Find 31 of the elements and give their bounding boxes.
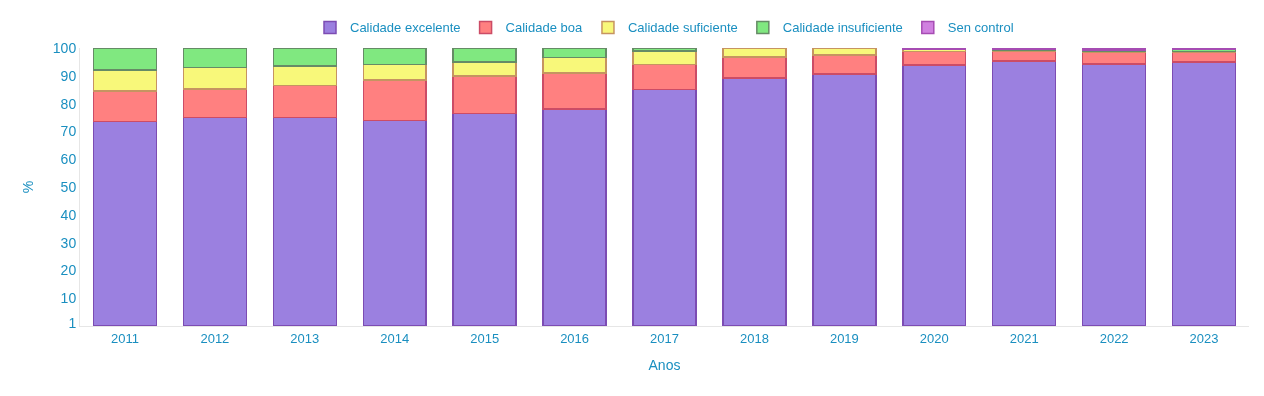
x-tick-label: 2016 bbox=[560, 330, 590, 346]
x-tick-label: 2011 bbox=[110, 330, 139, 346]
x-tick-label: 2018 bbox=[739, 330, 769, 346]
x-tick-label: 2019 bbox=[829, 330, 859, 346]
x-tick-label: 2023 bbox=[1189, 330, 1219, 346]
y-tick-label: 50 bbox=[60, 178, 77, 195]
y-tick-label: 90 bbox=[60, 67, 77, 84]
legend-label: Calidade suficiente bbox=[627, 20, 738, 36]
y-tick-label: 30 bbox=[60, 234, 77, 251]
y-tick-label: 1 bbox=[68, 315, 77, 332]
y-tick-label: 20 bbox=[60, 262, 77, 279]
x-tick-label: 2013 bbox=[290, 330, 320, 346]
x-tick-label: 2014 bbox=[380, 330, 410, 346]
y-tick-label: 70 bbox=[60, 123, 77, 140]
x-tick-label: 2020 bbox=[919, 330, 949, 346]
x-tick-label: 2012 bbox=[200, 330, 230, 346]
x-tick-label: 2017 bbox=[650, 330, 679, 346]
legend-label: Calidade excelente bbox=[350, 20, 461, 36]
y-tick-label: 40 bbox=[60, 206, 77, 223]
y-tick-label: 80 bbox=[60, 95, 77, 112]
legend-label: Calidade boa bbox=[505, 20, 583, 36]
y-tick-label: 60 bbox=[60, 151, 77, 168]
x-tick-label: 2021 bbox=[1009, 330, 1039, 346]
legend-label: Sen control bbox=[947, 20, 1014, 36]
x-tick-label: 2015 bbox=[470, 330, 500, 346]
legend-label: Calidade insuficiente bbox=[782, 20, 903, 36]
x-axis-title: Anos bbox=[648, 356, 681, 373]
y-axis-title: % bbox=[20, 180, 37, 194]
y-tick-label: 10 bbox=[60, 290, 77, 307]
y-tick-label: 100 bbox=[52, 39, 77, 56]
x-tick-label: 2022 bbox=[1099, 330, 1129, 346]
